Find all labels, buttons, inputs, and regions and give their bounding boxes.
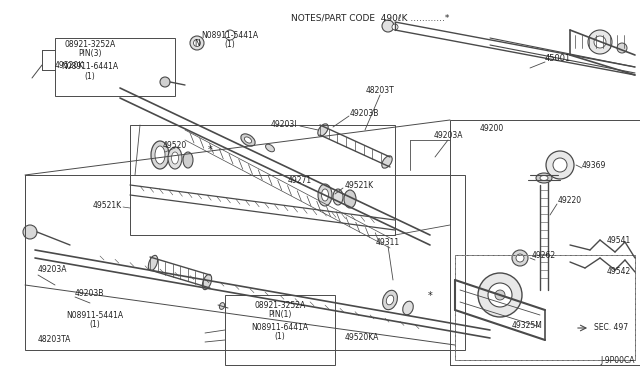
Ellipse shape [383, 290, 397, 310]
Text: N: N [194, 38, 200, 48]
Bar [25, 175, 465, 350]
Circle shape [553, 158, 567, 172]
Ellipse shape [244, 137, 252, 143]
Text: 49520KA: 49520KA [345, 333, 380, 341]
Text: 49521K: 49521K [345, 180, 374, 189]
Ellipse shape [202, 275, 212, 290]
Ellipse shape [403, 301, 413, 315]
Ellipse shape [387, 295, 394, 305]
Text: 49311: 49311 [376, 237, 400, 247]
Circle shape [382, 20, 394, 32]
Bar [455, 255, 635, 360]
Ellipse shape [318, 124, 328, 136]
Text: 49203I: 49203I [271, 119, 297, 128]
Text: 49521K: 49521K [93, 201, 122, 209]
Text: N08911-6441A: N08911-6441A [61, 61, 118, 71]
Ellipse shape [183, 152, 193, 168]
Text: N08911-6441A: N08911-6441A [252, 323, 308, 331]
Text: 49369: 49369 [582, 160, 606, 170]
Ellipse shape [321, 189, 328, 201]
Text: 49200: 49200 [480, 124, 504, 132]
Text: *: * [207, 145, 212, 155]
Text: 48203TA: 48203TA [38, 336, 72, 344]
Text: PIN(1): PIN(1) [268, 311, 292, 320]
Ellipse shape [241, 134, 255, 146]
Text: 49542: 49542 [607, 267, 631, 276]
Text: (1): (1) [225, 39, 236, 48]
Circle shape [495, 290, 505, 300]
Circle shape [478, 273, 522, 317]
Text: 45001: 45001 [545, 54, 572, 62]
Ellipse shape [266, 144, 275, 152]
Circle shape [190, 36, 204, 50]
Text: 49262: 49262 [532, 250, 556, 260]
Bar [225, 295, 335, 365]
Circle shape [23, 225, 37, 239]
Text: 49325M: 49325M [512, 321, 543, 330]
Ellipse shape [333, 189, 343, 205]
Circle shape [392, 24, 398, 30]
Text: 49220: 49220 [558, 196, 582, 205]
Circle shape [225, 30, 235, 40]
Text: 49203A: 49203A [38, 266, 67, 275]
Bar [455, 255, 635, 360]
Text: (1): (1) [84, 71, 95, 80]
Ellipse shape [220, 302, 225, 310]
Ellipse shape [168, 147, 182, 169]
Circle shape [516, 254, 524, 262]
Bar [450, 120, 640, 365]
Ellipse shape [318, 184, 332, 206]
Circle shape [588, 30, 612, 54]
Text: 49203A: 49203A [433, 131, 463, 140]
Circle shape [594, 36, 606, 48]
Ellipse shape [540, 176, 548, 180]
Circle shape [193, 39, 200, 46]
Text: 49203B: 49203B [350, 109, 380, 118]
Text: 08921-3252A: 08921-3252A [254, 301, 306, 310]
Text: SEC. 497: SEC. 497 [594, 324, 628, 333]
Text: PIN(3): PIN(3) [78, 48, 102, 58]
Circle shape [617, 43, 627, 53]
Text: (1): (1) [275, 333, 285, 341]
Text: 49520K: 49520K [55, 61, 84, 70]
Text: 08921-3252A: 08921-3252A [65, 39, 116, 48]
Circle shape [160, 77, 170, 87]
Text: (1): (1) [90, 321, 100, 330]
Circle shape [488, 283, 512, 307]
Text: N08911-5441A: N08911-5441A [67, 311, 124, 320]
Text: 48203T: 48203T [365, 86, 394, 94]
Text: 49203B: 49203B [75, 289, 104, 298]
Bar [130, 125, 395, 235]
Ellipse shape [344, 190, 356, 208]
Circle shape [546, 151, 574, 179]
Text: NOTES/PART CODE  490ℓK ............*: NOTES/PART CODE 490ℓK ............* [291, 13, 449, 22]
Text: *: * [428, 291, 433, 301]
Text: 49520: 49520 [163, 141, 187, 150]
Ellipse shape [382, 156, 392, 168]
Ellipse shape [148, 255, 157, 271]
Ellipse shape [151, 141, 169, 169]
Ellipse shape [155, 146, 165, 164]
Bar [55, 38, 175, 96]
Ellipse shape [172, 152, 179, 164]
Ellipse shape [536, 173, 552, 183]
Circle shape [512, 250, 528, 266]
Text: 49541: 49541 [607, 235, 631, 244]
Text: 49271: 49271 [288, 176, 312, 185]
Text: J-9P00CA: J-9P00CA [600, 356, 635, 365]
Text: N08911-5441A: N08911-5441A [202, 31, 259, 39]
